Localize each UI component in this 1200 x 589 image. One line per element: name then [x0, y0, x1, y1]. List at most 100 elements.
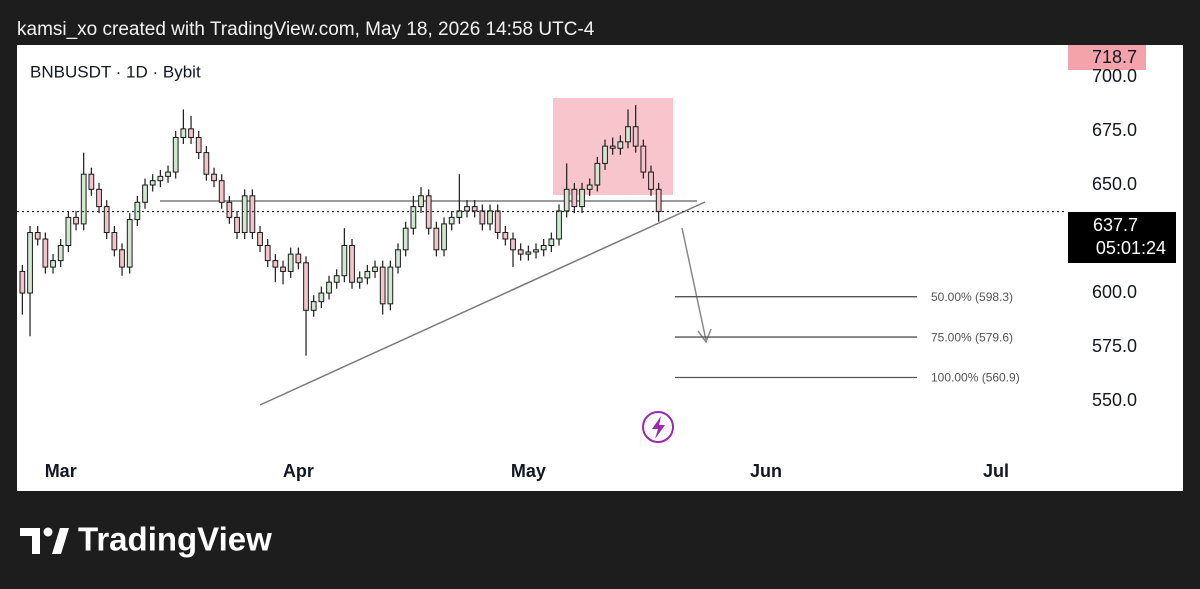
- candle-body: [556, 210, 562, 240]
- candle-body: [341, 244, 348, 277]
- x-tick-label: Jul: [983, 461, 1009, 481]
- candle-body: [456, 210, 463, 218]
- candle-body: [479, 210, 486, 225]
- candle-body: [540, 244, 547, 251]
- candle-body: [571, 188, 578, 208]
- candle-body: [632, 126, 639, 147]
- logo-mark: [20, 528, 40, 554]
- brand-logo: TradingView: [20, 521, 272, 558]
- candle-body: [211, 173, 217, 182]
- candle-body: [609, 145, 616, 149]
- candle-body: [303, 262, 309, 311]
- candle-body: [96, 188, 102, 208]
- candle-body: [157, 175, 164, 182]
- candle-body: [494, 210, 501, 234]
- y-tick-label: 575.0: [1092, 336, 1137, 356]
- candle-body: [42, 238, 49, 268]
- y-tick-label: 600.0: [1092, 282, 1137, 302]
- candle-body: [19, 270, 26, 294]
- last-price-tag: [1068, 212, 1176, 263]
- candle-body: [119, 249, 125, 268]
- candle-body: [73, 216, 79, 225]
- plot: [19, 105, 662, 356]
- y-tick-label: 650.0: [1092, 174, 1137, 194]
- brand-name: TradingView: [78, 521, 272, 558]
- candle-body: [241, 195, 248, 234]
- candle-body: [418, 195, 424, 208]
- candle-body: [326, 281, 332, 294]
- x-tick-label: Mar: [45, 461, 77, 481]
- candle-body: [226, 201, 233, 218]
- candle-body: [625, 126, 631, 143]
- candle-body: [249, 195, 256, 234]
- candle-body: [165, 171, 171, 177]
- fib-label: 50.00% (598.3): [931, 290, 1013, 304]
- candle-body: [57, 244, 64, 262]
- candle-body: [648, 171, 654, 190]
- candle-body: [257, 232, 263, 246]
- candle-body: [640, 145, 647, 173]
- candle-body: [579, 188, 585, 208]
- candle-body: [586, 184, 593, 190]
- countdown: 05:01:24: [1096, 238, 1166, 258]
- x-tick-label: May: [511, 461, 546, 481]
- candle-body: [655, 188, 662, 213]
- candle-body: [349, 244, 355, 283]
- candle-body: [65, 216, 72, 246]
- candle-body: [234, 216, 240, 234]
- candle-body: [502, 232, 509, 240]
- candle-body: [364, 270, 371, 279]
- candle-body: [387, 266, 394, 305]
- symbol-title: BNBUSDT · 1D · Bybit: [30, 62, 201, 81]
- candle-body: [218, 180, 225, 203]
- last-price-label: 637.7: [1093, 215, 1138, 235]
- support-line: [259, 201, 706, 406]
- candle-body: [27, 232, 33, 294]
- candle-body: [103, 206, 110, 234]
- x-tick-label: Jun: [750, 461, 782, 481]
- candle-body: [50, 260, 56, 268]
- candle-body: [510, 238, 516, 251]
- candle-body: [441, 223, 447, 251]
- candle-body: [464, 206, 470, 212]
- candle-body: [195, 136, 202, 154]
- candle-body: [111, 232, 118, 251]
- y-tick-label: 550.0: [1092, 390, 1137, 410]
- candle-body: [602, 145, 608, 164]
- event-bolt: [652, 416, 665, 439]
- y-tick-label: 675.0: [1092, 120, 1137, 140]
- candle-body: [533, 249, 539, 253]
- candle-body: [134, 201, 141, 221]
- candle-body: [34, 232, 41, 240]
- candle-body: [272, 260, 279, 268]
- candle-body: [142, 184, 148, 203]
- candle-body: [280, 266, 286, 272]
- candle-body: [517, 249, 524, 255]
- candle-body: [318, 292, 325, 303]
- x-tick-label: Apr: [283, 461, 314, 481]
- candle-body: [80, 173, 87, 225]
- candle-body: [525, 251, 532, 255]
- candle-body: [617, 141, 624, 149]
- candle-body: [287, 253, 294, 272]
- candle-body: [433, 227, 440, 251]
- candle-body: [487, 210, 493, 225]
- candle-body: [410, 206, 417, 229]
- candle-body: [333, 275, 340, 283]
- candle-body: [126, 219, 133, 268]
- candle-body: [594, 162, 601, 186]
- candle-body: [264, 244, 271, 262]
- candle-body: [180, 128, 187, 138]
- candle-body: [379, 266, 386, 305]
- candle-body: [471, 206, 478, 212]
- candle-body: [149, 180, 156, 186]
- box-price-label: 718.7: [1092, 47, 1137, 67]
- candle-body: [203, 152, 210, 175]
- candle-body: [402, 227, 409, 251]
- candle-body: [372, 266, 378, 272]
- target-arrow: [681, 227, 707, 341]
- candle-body: [563, 188, 570, 212]
- candle-body: [395, 249, 401, 268]
